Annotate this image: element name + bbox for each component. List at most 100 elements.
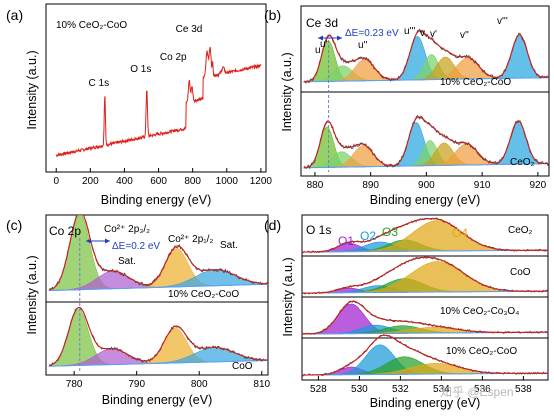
panel-a-tag: (a) [6, 7, 23, 23]
ce3d-peak-label: v'' [460, 30, 469, 41]
survey-spectrum-group [55, 46, 262, 158]
panel-b-shift-arrow [318, 35, 342, 41]
o1s-1-background [302, 290, 548, 294]
ce3d-peak-label: u'' [358, 40, 367, 51]
panel-a-x-ticks: 0 200 400 600 800 1000 1200 [53, 168, 272, 187]
panel-d-xlabel: Binding energy (eV) [370, 396, 480, 410]
panel-a-tick-label: 800 [184, 176, 201, 187]
panel-d-sample-2: CoO [510, 267, 531, 278]
panel-a-ylabel: Intensity (a.u.) [25, 50, 39, 129]
panel-b: (b) Ce 3d ΔE=0.23 eV uu' u'' u''' v v' v'' v''… [264, 5, 550, 207]
ce3d-shift-arrow-head-left [318, 35, 323, 41]
panel-d-tick-label: 534 [433, 384, 450, 395]
co2p-shift-arrow-head-right [105, 238, 110, 244]
panel-a-xlabel: Binding energy (eV) [101, 193, 211, 207]
panel-b-tick-label: 910 [474, 180, 491, 191]
panel-d-tick-label: 528 [310, 384, 327, 395]
ce3d-shift-arrow-head-right [337, 35, 342, 41]
panel-c-shift-arrow [86, 238, 110, 244]
panel-b-region-label: Ce 3d [306, 16, 338, 30]
ce3d-peak-label: v''' [497, 16, 508, 27]
panel-d-sample-3: 10% CeO₂-Co₃O₄ [440, 306, 519, 317]
ce3d-top-fit-envelope [303, 30, 549, 83]
panel-b-xlabel: Binding energy (eV) [370, 193, 480, 207]
panel-b-tick-label: 890 [362, 180, 379, 191]
panel-a: (a) 10% CeO₂-CoO C 1s O 1s Co 2p Ce 3d 0 200… [6, 3, 272, 207]
panel-c-sat-label-2: Sat. [220, 240, 238, 251]
panel-a-sample-label: 10% CeO₂-CoO [56, 20, 127, 31]
watermark: 知乎 @Espen [440, 385, 514, 399]
panel-d-tick-label: 532 [392, 384, 409, 395]
panel-a-peak-labels: C 1s O 1s Co 2p Ce 3d [89, 24, 203, 89]
panel-d-sample-4: 10% CeO₂-CoO [446, 346, 517, 357]
panel-b-shift-label: ΔE=0.23 eV [345, 28, 399, 39]
panel-d: (d) O 1s O1 O2 O3 O4 CeO₂ CoO 10% CeO₂-C… [264, 214, 549, 410]
panel-c-x-ticks: 780 790 800 810 [66, 371, 271, 390]
panel-b-tick-label: 880 [307, 180, 324, 191]
panel-d-x-ticks: 528 530 532 534 536 538 [310, 376, 532, 395]
panel-d-region-label: O 1s [306, 223, 331, 237]
panel-a-tick-label: 1000 [216, 176, 239, 187]
panel-b-frame [300, 5, 550, 177]
co2p-spectra-group [48, 215, 268, 372]
panel-a-tick-label: 1200 [250, 176, 273, 187]
panel-a-tick-label: 200 [82, 176, 99, 187]
survey-spectrum-line [55, 46, 262, 158]
panel-c-peak-second-label: Co²⁺ 2p₁/₂ [168, 234, 213, 245]
panel-d-tag: (d) [264, 217, 281, 233]
panel-d-tick-label: 536 [474, 384, 491, 395]
panel-b-tick-label: 920 [530, 180, 547, 191]
ce3d-peak-label: v' [430, 29, 437, 40]
panel-c-sample-top: 10% CeO₂-CoO [168, 289, 239, 300]
panel-d-ylabel: Intensity (a.u.) [281, 257, 295, 336]
panel-c: (c) Co 2p Co²⁺ 2p₃/₂ ΔE=0.2 eV Sat. Co²⁺… [6, 214, 271, 407]
panel-b-tag: (b) [264, 7, 281, 23]
panel-c-tick-label: 810 [253, 379, 270, 390]
o1s-2-fit-envelope [302, 300, 548, 335]
panel-b-peak-labels: uu' u'' u''' v v' v'' v''' [315, 16, 508, 56]
component-label-o3: O3 [382, 225, 398, 239]
panel-d-sample-1: CeO₂ [508, 225, 533, 236]
o1s-1-fit-envelope [302, 256, 548, 294]
ce3d-peak-label: u' [320, 39, 328, 50]
panel-c-ylabel: Intensity (a.u.) [25, 255, 39, 334]
ce3d-peak-label: u [315, 45, 321, 56]
survey-peak-label: C 1s [89, 78, 110, 89]
panel-d-tick-label: 530 [351, 384, 368, 395]
o1s-3-fit-envelope [302, 334, 548, 376]
component-label-o1: O1 [338, 234, 354, 248]
panel-b-sample-top: 10% CeO₂-CoO [440, 77, 511, 88]
ce3d-bottom-background [303, 163, 549, 169]
component-label-o4: O4 [452, 226, 468, 240]
panel-b-ylabel: Intensity (a.u.) [280, 52, 294, 131]
ce3d-peak-label: v [420, 28, 425, 39]
co2p-bottom-background [49, 360, 268, 367]
panel-c-peak-main-label: Co²⁺ 2p₃/₂ [104, 224, 150, 235]
component-label-o2: O2 [360, 229, 376, 243]
panel-a-tick-label: 0 [53, 176, 59, 187]
panel-c-sample-bottom: CoO [232, 361, 253, 372]
co2p-shift-arrow-head-left [86, 238, 91, 244]
ce3d-bottom-fit-envelope [303, 116, 549, 169]
panel-b-tick-label: 900 [418, 180, 435, 191]
panel-b-sample-bottom: CeO₂ [510, 157, 535, 168]
panel-a-tick-label: 600 [150, 176, 167, 187]
survey-peak-label: Ce 3d [176, 24, 203, 35]
panel-b-x-ticks: 880 890 900 910 920 [307, 172, 547, 191]
o1s-0-fit-envelope [302, 217, 548, 253]
co2p-top-background [49, 283, 268, 292]
panel-d-tick-label: 538 [515, 384, 532, 395]
co2p-top-fit-envelope [48, 215, 268, 291]
panel-c-frame [45, 214, 269, 376]
panel-c-tick-label: 800 [191, 379, 208, 390]
panel-c-shift-label: ΔE=0.2 eV [112, 241, 160, 252]
ce3d-top-background [303, 77, 549, 83]
ce3d-peak-label: u''' [404, 26, 415, 37]
o1s-0-background [302, 249, 548, 253]
ce3d-spectra-group [303, 28, 549, 172]
panel-a-tick-label: 400 [116, 176, 133, 187]
survey-peak-label: O 1s [130, 64, 151, 75]
o1s-spectra-group [302, 217, 548, 377]
panel-c-tag: (c) [6, 217, 22, 233]
